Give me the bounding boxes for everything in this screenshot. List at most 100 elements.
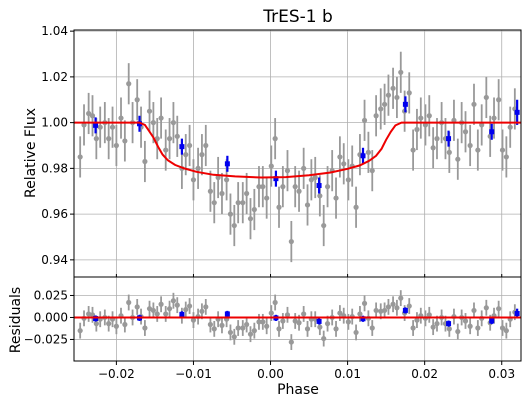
top-raw-point <box>134 97 140 103</box>
top-y-tick-label: 1.02 <box>41 70 68 84</box>
bot-raw-point <box>357 311 363 317</box>
bot-raw-point <box>321 335 327 342</box>
top-binned-point <box>316 183 322 189</box>
top-raw-point <box>422 122 429 128</box>
top-raw-point <box>183 152 189 158</box>
top-raw-point <box>410 147 416 153</box>
bot-raw-point <box>475 325 481 331</box>
top-raw-point <box>455 156 461 162</box>
top-raw-point <box>462 129 469 135</box>
bot-raw-point <box>496 306 502 312</box>
top-raw-point <box>365 149 372 155</box>
bot-raw-point <box>280 318 286 324</box>
x-tick-label: 0.03 <box>488 367 515 381</box>
top-raw-point <box>467 142 473 149</box>
bot-raw-point <box>390 301 396 307</box>
bot-raw-point <box>163 311 169 317</box>
bot-raw-point <box>471 307 477 314</box>
bot-raw-point <box>106 321 112 327</box>
top-raw-point <box>174 133 180 139</box>
bot-raw-point <box>142 325 148 331</box>
top-raw-point <box>284 168 291 174</box>
top-raw-point <box>308 177 314 183</box>
bot-raw-point <box>235 325 241 331</box>
bot-raw-point <box>264 323 270 329</box>
top-raw-point <box>406 90 412 96</box>
top-raw-point <box>203 142 209 149</box>
x-tick-label: −0.02 <box>98 367 135 381</box>
top-raw-point <box>312 174 318 181</box>
bot-raw-point <box>398 295 404 301</box>
top-y-ticks: 0.94 0.96 0.98 1.00 1.02 1.04 <box>41 24 503 277</box>
top-raw-point <box>97 124 103 130</box>
bot-raw-point <box>345 319 351 325</box>
top-raw-point <box>126 81 132 87</box>
top-y-tick-label: 0.98 <box>41 161 68 175</box>
top-raw-point <box>414 126 420 133</box>
bottom-y-axis-label: Residuals <box>8 287 24 353</box>
top-grid <box>74 30 521 277</box>
x-tick-label: −0.01 <box>175 367 212 381</box>
top-raw-point <box>324 184 331 190</box>
top-raw-point <box>109 124 116 130</box>
bot-binned-point <box>446 321 452 327</box>
bot-raw-point <box>288 339 294 345</box>
bot-raw-point <box>499 325 506 331</box>
top-raw-point <box>499 147 506 153</box>
bot-raw-point <box>166 306 173 312</box>
top-raw-point <box>341 161 347 167</box>
top-raw-point <box>471 101 477 107</box>
x-tick-label: 0.00 <box>257 367 284 381</box>
top-raw-point <box>475 147 481 153</box>
top-raw-point <box>207 188 214 194</box>
top-raw-point <box>280 184 286 190</box>
bot-raw-point <box>268 310 274 316</box>
bot-raw-point <box>434 321 440 327</box>
bot-raw-point <box>284 312 291 318</box>
bot-raw-point <box>369 325 375 331</box>
top-raw-point <box>333 195 339 201</box>
top-raw-point <box>337 154 343 160</box>
bot-raw-point <box>150 307 156 314</box>
bot-raw-point <box>158 301 164 307</box>
bot-raw-point <box>93 321 99 327</box>
bottom-axes-frame <box>73 276 522 362</box>
top-raw-point <box>381 101 388 107</box>
top-raw-point <box>430 145 436 151</box>
top-raw-point <box>81 122 87 128</box>
top-y-tick-label: 1.04 <box>41 24 68 38</box>
top-raw-point <box>118 115 124 121</box>
bot-raw-point <box>244 321 250 328</box>
top-raw-point <box>276 204 282 210</box>
bot-raw-point <box>296 320 302 326</box>
top-raw-point <box>146 108 153 114</box>
bottom-x-ticks: −0.02 −0.01 0.00 0.01 0.02 0.03 <box>98 361 515 381</box>
bot-raw-point <box>126 299 132 306</box>
top-binned-point <box>446 136 452 142</box>
top-raw-point <box>483 94 489 101</box>
top-binned-points <box>93 96 520 194</box>
top-binned-point <box>273 176 279 182</box>
top-raw-point <box>256 184 262 190</box>
bot-raw-point <box>276 326 282 332</box>
bot-raw-point <box>394 305 400 311</box>
top-raw-point <box>251 206 257 213</box>
bot-raw-point <box>134 304 140 310</box>
top-raw-point <box>268 163 274 169</box>
top-raw-point <box>446 149 452 155</box>
x-tick-label: 0.02 <box>411 367 438 381</box>
top-raw-point <box>390 85 396 91</box>
bot-raw-point <box>467 323 473 329</box>
bot-binned-point <box>93 316 99 322</box>
top-raw-point <box>170 120 177 126</box>
top-raw-point <box>296 188 302 194</box>
top-raw-point <box>394 94 400 101</box>
top-model-curve <box>74 121 521 179</box>
top-raw-point <box>154 136 160 142</box>
bot-raw-point <box>113 323 119 329</box>
top-raw-point <box>86 110 92 117</box>
top-raw-point <box>122 138 128 144</box>
top-raw-point <box>321 222 327 229</box>
top-raw-point <box>272 136 278 142</box>
